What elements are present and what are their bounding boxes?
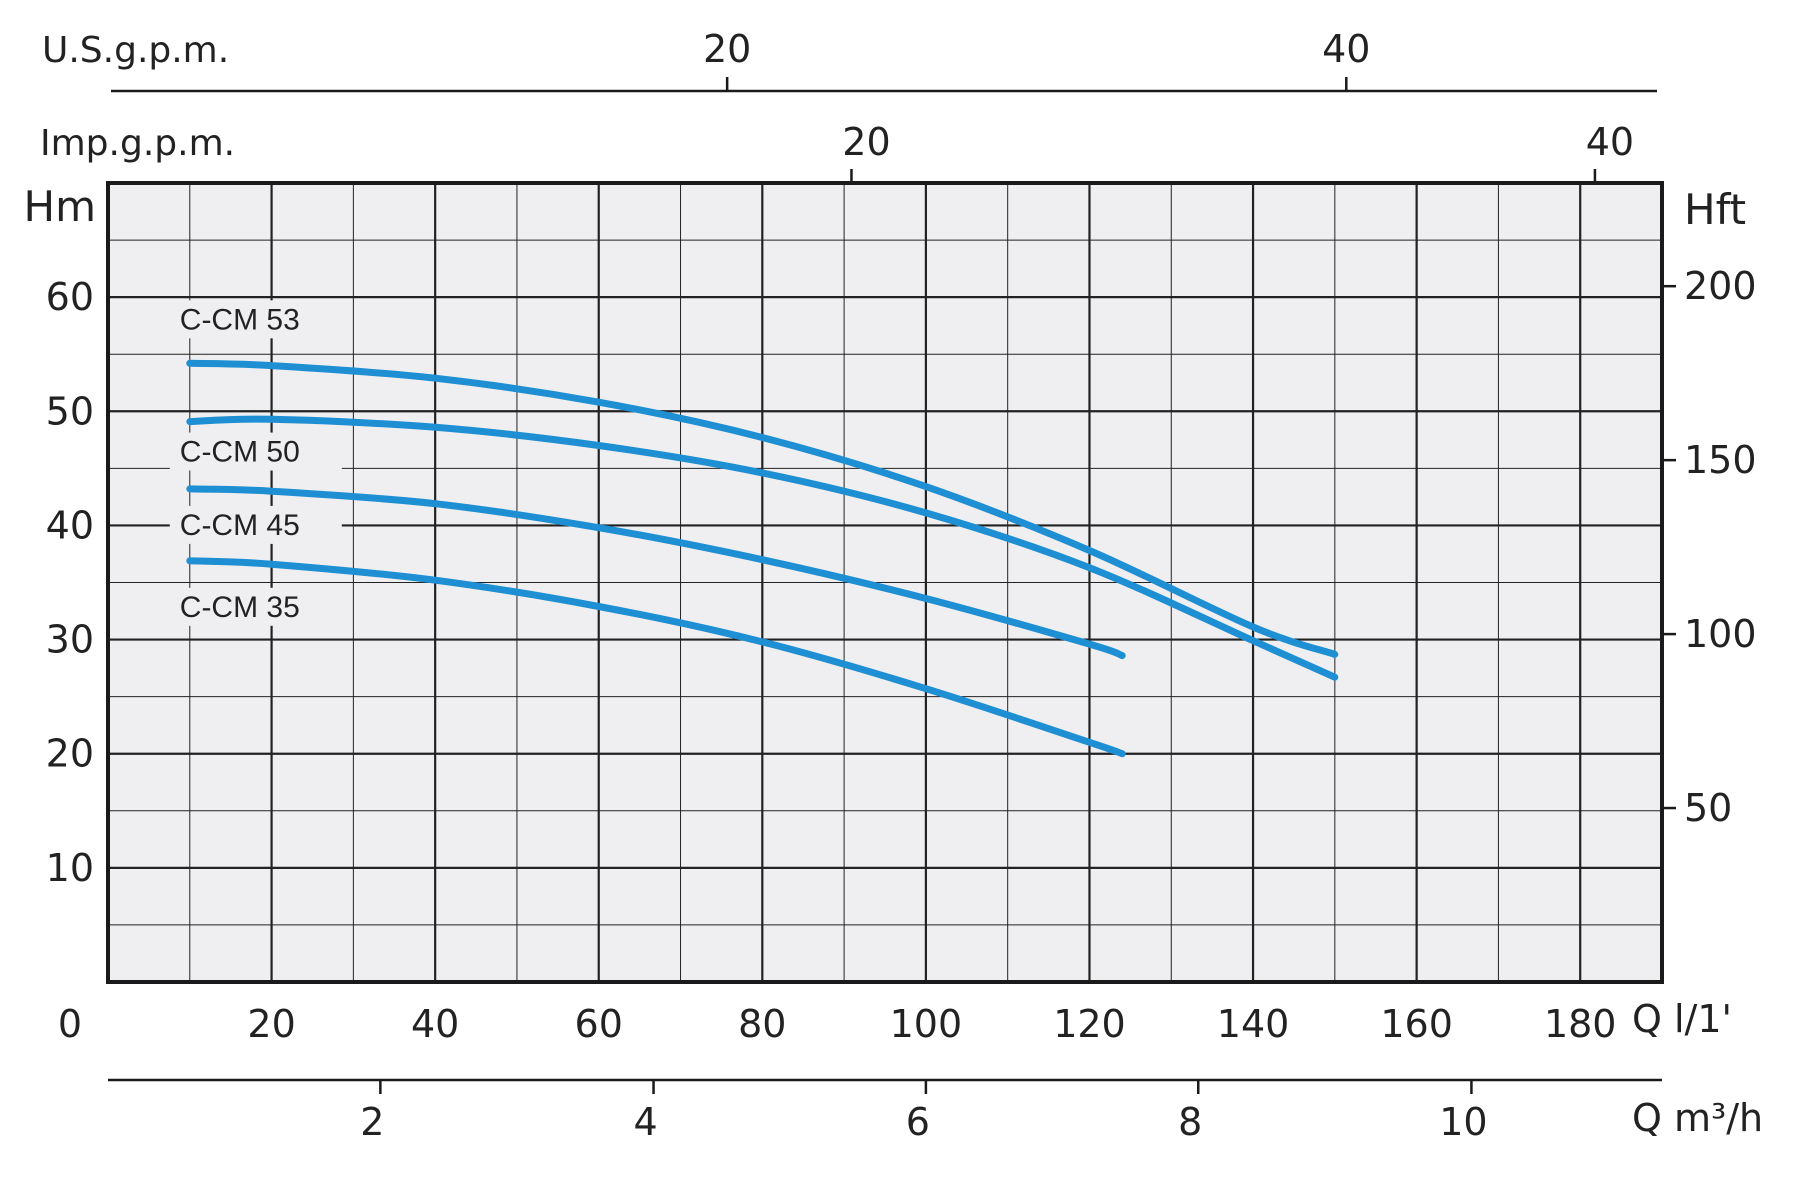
y-tick-label: 10 (46, 846, 94, 890)
axis-tick-label-imp-g-p-m-: 20 (842, 120, 890, 164)
x-tick-label: 160 (1380, 1002, 1453, 1046)
grid (106, 181, 1664, 984)
y2-axis-title: Hft (1684, 185, 1746, 234)
y-axis-title: Hm (24, 182, 97, 231)
axis-tick-label-q-m-h: 6 (906, 1100, 930, 1144)
y-tick-label: 60 (46, 275, 94, 319)
curve-label-background (169, 300, 342, 339)
axis-title-q-m-h: Q m³/h (1632, 1096, 1763, 1140)
y-tick-label: 20 (46, 732, 94, 776)
axis-title-imp-g-p-m-: Imp.g.p.m. (40, 123, 235, 164)
curve-c-cm-53 (186, 359, 1339, 658)
curve-c-cm-50 (186, 415, 1339, 681)
axis-tick-label-q-m-h: 4 (633, 1100, 657, 1144)
x-axis-title: Q l/1' (1632, 997, 1732, 1041)
axis-tick-label-u-s-g-p-m-: 40 (1322, 27, 1370, 71)
axis-tick-label-q-m-h: 2 (360, 1100, 384, 1144)
plot-frame (106, 181, 1664, 984)
y2-tick-label: 100 (1684, 612, 1757, 656)
y2-tick-label: 150 (1684, 438, 1757, 482)
curve-label-background (169, 587, 342, 626)
x-tick-label: 0 (58, 1002, 82, 1046)
series-curves: C-CM 53 C-CM 50 C-CM 45 C-CM 35 (169, 300, 1339, 758)
y-tick-label: 40 (46, 503, 94, 547)
axis-tick-label-q-m-h: 10 (1439, 1100, 1487, 1144)
y2-tick-label: 200 (1684, 264, 1757, 308)
curve-c-cm-35 (186, 557, 1126, 758)
x-tick-label: 80 (738, 1002, 786, 1046)
x-tick-label: 60 (575, 1002, 623, 1046)
axes: 10 20 30 40 50 60 Hm 50 100 150 200 Hft 0 20 40 60 80 100… (24, 27, 1764, 1144)
y-tick-label: 30 (46, 618, 94, 662)
curve-label-c-cm-50: C-CM 50 (180, 436, 300, 469)
curve-label-c-cm-45: C-CM 45 (180, 509, 300, 542)
curve-label-background (169, 505, 342, 544)
x-tick-label: 100 (890, 1002, 963, 1046)
x-tick-label: 140 (1217, 1002, 1290, 1046)
curve-c-cm-45 (186, 485, 1126, 660)
axis-title-u-s-g-p-m-: U.S.g.p.m. (42, 30, 229, 71)
curve-label-c-cm-35: C-CM 35 (180, 591, 300, 624)
x-tick-label: 120 (1053, 1002, 1126, 1046)
x-tick-label: 40 (411, 1002, 459, 1046)
axis-tick-label-u-s-g-p-m-: 20 (703, 27, 751, 71)
x-tick-label: 180 (1544, 1002, 1617, 1046)
y-tick-label: 50 (46, 389, 94, 433)
axis-tick-label-imp-g-p-m-: 40 (1586, 120, 1634, 164)
axis-tick-label-q-m-h: 8 (1178, 1100, 1202, 1144)
y2-tick-label: 50 (1684, 786, 1732, 830)
x-tick-label: 20 (247, 1002, 295, 1046)
curve-label-background (169, 432, 342, 471)
curve-label-c-cm-53: C-CM 53 (180, 303, 300, 336)
